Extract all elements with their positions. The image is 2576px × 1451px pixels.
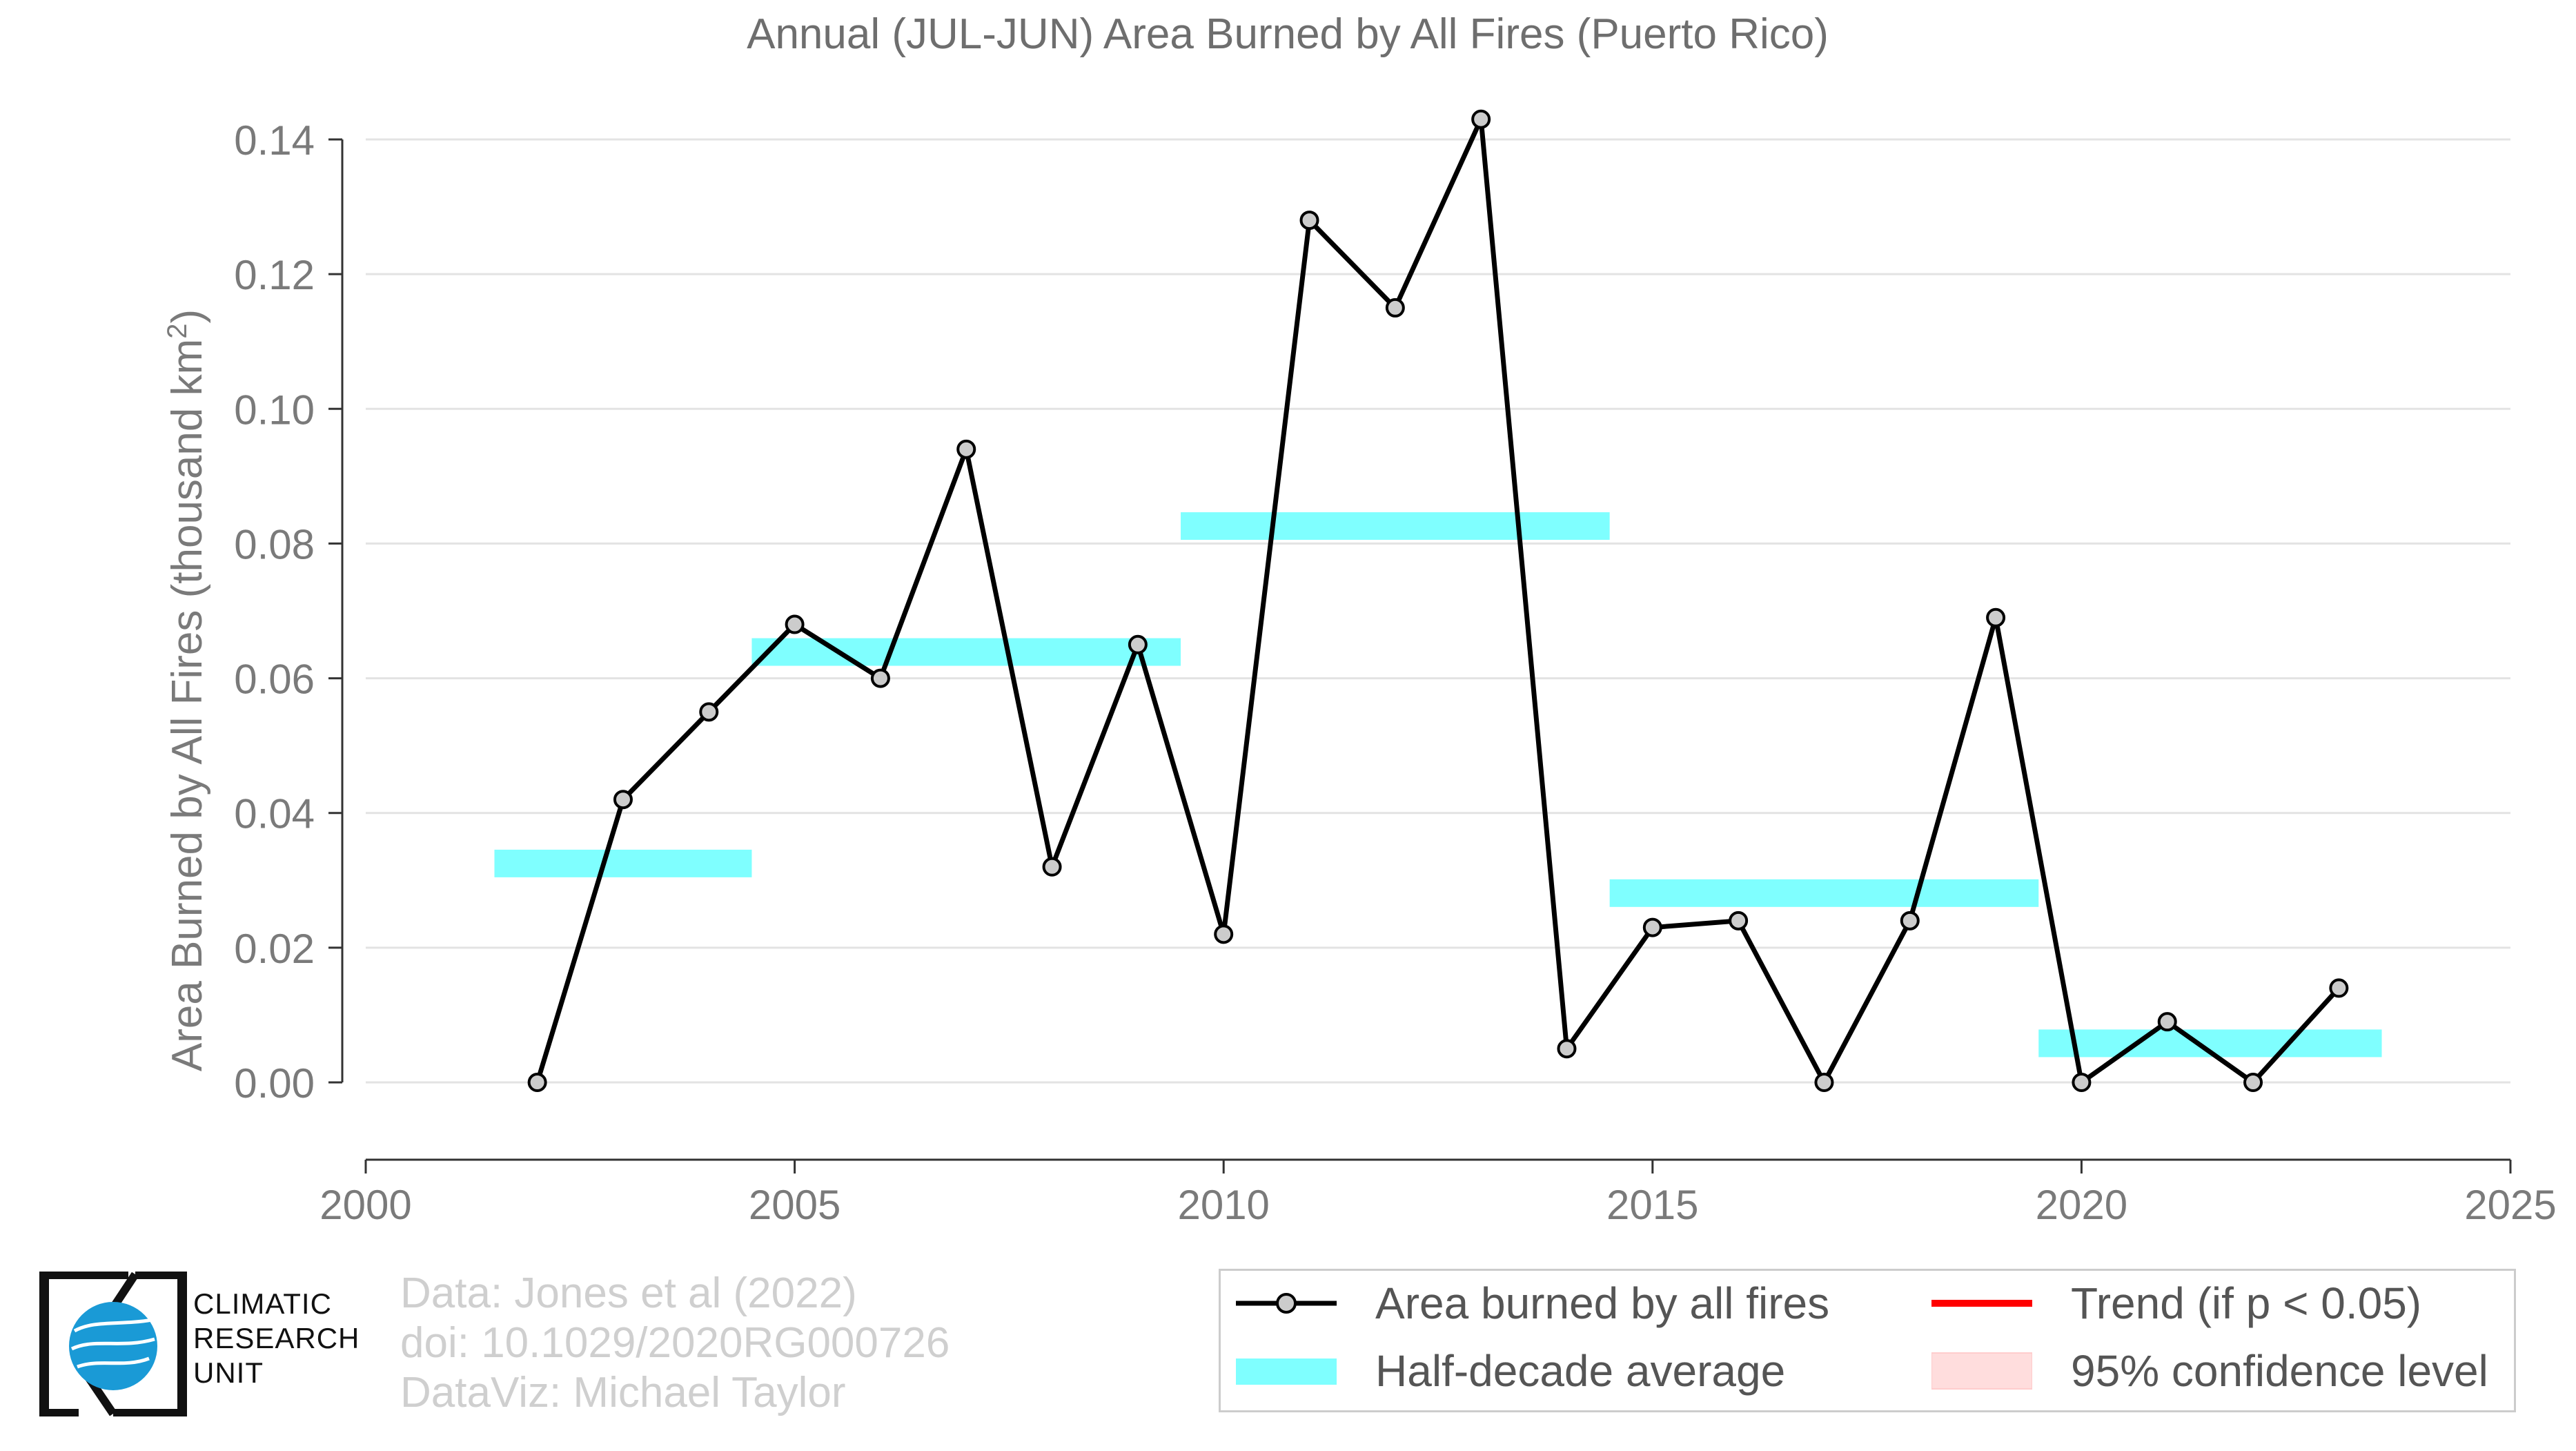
legend-item-area-burned: Area burned by all fires xyxy=(1236,1278,1829,1329)
x-tick-label: 2005 xyxy=(749,1182,840,1228)
data-point xyxy=(527,1073,547,1092)
y-axis-label-sup: 2 xyxy=(162,324,193,339)
y-axis-label: Area Burned by All Fires (thousand km2) xyxy=(162,309,211,1071)
half-decade-average-bar xyxy=(1181,512,1610,541)
legend-label-confidence: 95% confidence level xyxy=(2071,1346,2488,1396)
data-point xyxy=(1385,298,1405,318)
y-tick-label: 0.10 xyxy=(234,387,315,433)
series-line-area-burned xyxy=(535,117,2341,1085)
data-point xyxy=(1042,857,1062,877)
cru-logo-mark xyxy=(39,1269,187,1419)
axes: 0.00 0.02 0.04 0.06 0.08 0.10 0.12 0.14 2000 2005… xyxy=(234,117,2557,1228)
data-point xyxy=(2072,1073,2092,1092)
legend-trend-line-icon xyxy=(1931,1300,2032,1307)
legend-swatch-line-marker xyxy=(1236,1283,1337,1324)
y-axis-label-end: ) xyxy=(164,309,211,324)
cru-logo-text: CLIMATIC RESEARCH UNIT xyxy=(193,1287,360,1390)
y-tick-label: 0.08 xyxy=(234,521,315,567)
data-point xyxy=(699,702,719,722)
data-point xyxy=(1299,211,1319,231)
data-point xyxy=(1986,607,2006,627)
y-tick-label: 0.12 xyxy=(234,252,315,298)
credit-dataviz: DataViz: Michael Taylor xyxy=(400,1369,846,1416)
data-point xyxy=(1814,1073,1834,1092)
cru-line-2: RESEARCH xyxy=(193,1322,360,1354)
data-point xyxy=(1729,910,1749,931)
grid-lines xyxy=(366,138,2510,1084)
y-axis-label-main: Area Burned by All Fires (thousand km xyxy=(164,339,211,1071)
legend-item-trend: Trend (if p < 0.05) xyxy=(1931,1278,2421,1329)
legend-item-confidence: 95% confidence level xyxy=(1931,1345,2488,1396)
data-point xyxy=(613,790,633,810)
data-point xyxy=(956,439,976,459)
data-point xyxy=(785,614,805,634)
half-decade-average-bars xyxy=(494,512,2382,1058)
half-decade-average-bar xyxy=(751,638,1181,666)
data-point xyxy=(2243,1073,2263,1092)
data-point xyxy=(1128,634,1148,654)
cru-logo: CLIMATIC RESEARCH UNIT xyxy=(39,1269,363,1419)
data-point xyxy=(1900,910,1920,931)
legend-swatch-confidence xyxy=(1931,1350,2033,1392)
data-point-markers xyxy=(527,109,2349,1092)
legend-label-area-burned: Area burned by all fires xyxy=(1375,1278,1830,1328)
credit-data-source: Data: Jones et al (2022) xyxy=(400,1269,857,1317)
data-point xyxy=(1471,109,1491,129)
x-tick-label: 2000 xyxy=(319,1182,411,1228)
legend-half-decade-band-icon xyxy=(1236,1359,1337,1385)
legend-item-half-decade: Half-decade average xyxy=(1236,1345,1785,1396)
credit-doi: doi: 10.1029/2020RG000726 xyxy=(400,1319,950,1367)
legend-confidence-band-icon xyxy=(1931,1352,2033,1390)
data-point xyxy=(1557,1039,1577,1059)
y-tick-label: 0.14 xyxy=(234,117,315,164)
legend-swatch-half-decade xyxy=(1236,1350,1337,1392)
legend-label-half-decade: Half-decade average xyxy=(1375,1346,1786,1396)
y-tick-label: 0.00 xyxy=(234,1060,315,1107)
data-point xyxy=(1214,924,1234,944)
y-tick-label: 0.04 xyxy=(234,791,315,837)
legend-line-marker-icon xyxy=(1236,1293,1337,1314)
x-tick-label: 2015 xyxy=(1606,1182,1698,1228)
chart-title: Annual (JUL-JUN) Area Burned by All Fire… xyxy=(747,10,1829,58)
y-tick-label: 0.06 xyxy=(234,656,315,703)
data-credit: Data: Jones et al (2022) doi: 10.1029/20… xyxy=(400,1269,950,1418)
data-point xyxy=(2157,1012,2177,1032)
x-tick-label: 2025 xyxy=(2464,1182,2556,1228)
legend-swatch-trend xyxy=(1931,1283,2032,1324)
x-tick-label: 2020 xyxy=(2036,1182,2127,1228)
half-decade-average-bar xyxy=(1609,879,2039,907)
cru-line-3: UNIT xyxy=(193,1356,264,1389)
cru-line-1: CLIMATIC xyxy=(193,1287,332,1320)
y-tick-label: 0.02 xyxy=(234,926,315,972)
series-line-layer xyxy=(535,117,2341,1085)
x-tick-label: 2010 xyxy=(1177,1182,1269,1228)
legend-label-trend: Trend (if p < 0.05) xyxy=(2071,1278,2422,1328)
chart-legend: Area burned by all fires Trend (if p < 0… xyxy=(1219,1269,2516,1412)
data-point xyxy=(870,668,890,688)
data-point xyxy=(1642,917,1662,937)
data-point xyxy=(2329,978,2349,998)
half-decade-average-bar xyxy=(494,849,752,877)
